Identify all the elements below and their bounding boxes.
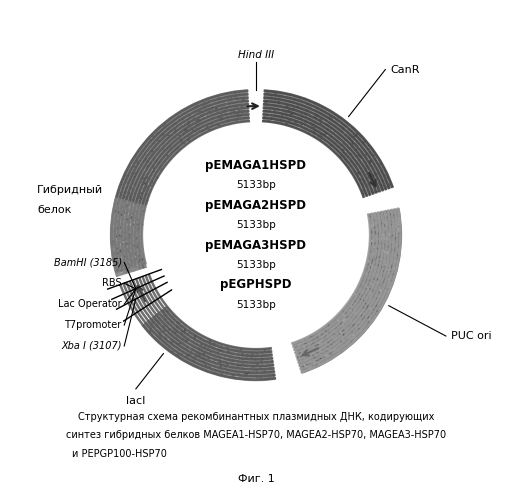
Wedge shape — [271, 338, 303, 384]
Circle shape — [143, 122, 369, 348]
Text: Фиг. 1: Фиг. 1 — [238, 474, 274, 484]
Text: Гибридный: Гибридный — [37, 186, 103, 196]
Text: Lac Operator: Lac Operator — [58, 299, 122, 309]
Text: белок: белок — [37, 205, 72, 215]
Text: 5133bp: 5133bp — [236, 220, 276, 230]
Text: 5133bp: 5133bp — [236, 300, 276, 310]
Text: pEMAGA1HSPD: pEMAGA1HSPD — [205, 159, 307, 172]
Text: синтез гибридных белков MAGEA1-HSP70, MAGEA2-HSP70, MAGEA3-HSP70: синтез гибридных белков MAGEA1-HSP70, MA… — [66, 430, 446, 440]
Circle shape — [111, 90, 401, 381]
Wedge shape — [112, 266, 171, 328]
Text: 5133bp: 5133bp — [236, 180, 276, 190]
Text: 5133bp: 5133bp — [236, 260, 276, 270]
Text: pEGPHSPD: pEGPHSPD — [220, 278, 292, 291]
Wedge shape — [358, 186, 403, 214]
Text: pEMAGA2HSPD: pEMAGA2HSPD — [205, 198, 307, 211]
Text: Hind III: Hind III — [238, 50, 274, 60]
Text: Структурная схема рекомбинантных плазмидных ДНК, кодирующих: Структурная схема рекомбинантных плазмид… — [78, 412, 434, 422]
Text: Xba Ⅰ (3107): Xba Ⅰ (3107) — [61, 341, 122, 351]
Wedge shape — [248, 84, 264, 127]
Text: PUC ori: PUC ori — [451, 331, 492, 341]
Text: и PEPGP100-HSP70: и PEPGP100-HSP70 — [72, 450, 167, 460]
Text: BamHⅠ (3185): BamHⅠ (3185) — [54, 258, 122, 268]
Text: RBS: RBS — [102, 278, 122, 288]
Text: lacI: lacI — [126, 396, 145, 406]
Text: pEMAGA3HSPD: pEMAGA3HSPD — [205, 238, 307, 252]
Text: T7promoter: T7promoter — [65, 320, 122, 330]
Text: CanR: CanR — [390, 64, 420, 74]
